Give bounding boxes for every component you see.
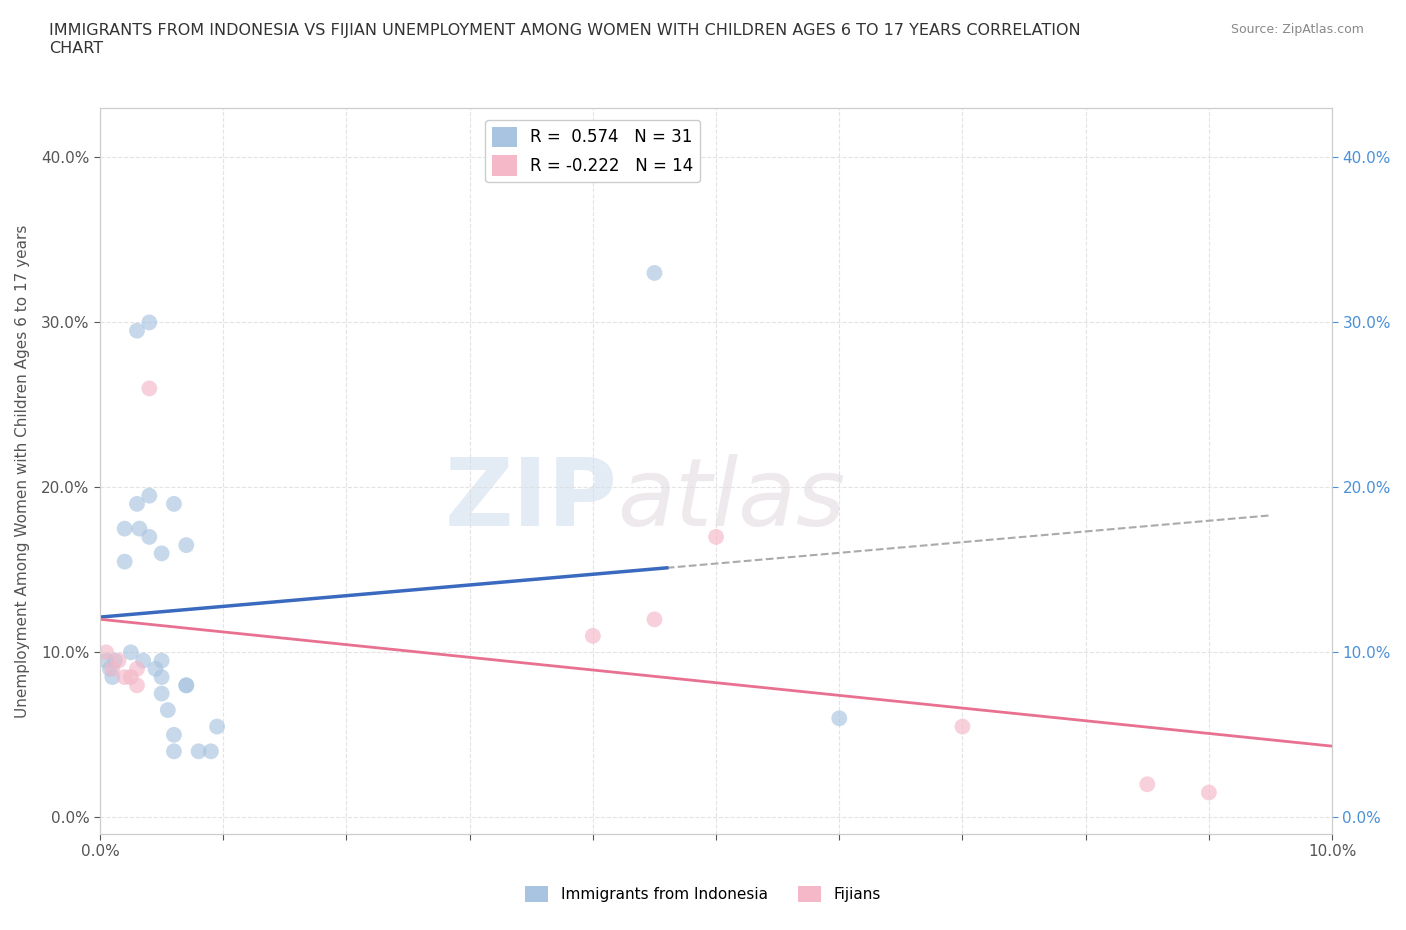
Point xyxy=(200,744,222,759)
Point xyxy=(114,670,136,684)
Point xyxy=(120,644,142,659)
Point xyxy=(114,554,136,569)
Point xyxy=(150,653,173,668)
Point xyxy=(643,612,665,627)
Point xyxy=(150,546,173,561)
Point xyxy=(643,265,665,280)
Point xyxy=(174,538,197,552)
Legend: Immigrants from Indonesia, Fijians: Immigrants from Indonesia, Fijians xyxy=(519,880,887,909)
Point xyxy=(125,497,148,512)
Point xyxy=(828,711,851,725)
Point xyxy=(101,670,124,684)
Point xyxy=(163,744,186,759)
Point xyxy=(114,521,136,536)
Legend: R =  0.574   N = 31, R = -0.222   N = 14: R = 0.574 N = 31, R = -0.222 N = 14 xyxy=(485,120,700,182)
Text: ZIP: ZIP xyxy=(444,454,617,546)
Text: Source: ZipAtlas.com: Source: ZipAtlas.com xyxy=(1230,23,1364,36)
Point xyxy=(138,381,160,396)
Point xyxy=(704,529,727,544)
Point xyxy=(952,719,974,734)
Text: IMMIGRANTS FROM INDONESIA VS FIJIAN UNEMPLOYMENT AMONG WOMEN WITH CHILDREN AGES : IMMIGRANTS FROM INDONESIA VS FIJIAN UNEM… xyxy=(49,23,1081,56)
Point xyxy=(1136,777,1159,791)
Text: atlas: atlas xyxy=(617,455,846,545)
Point xyxy=(582,629,605,644)
Point xyxy=(150,686,173,701)
Point xyxy=(145,661,167,676)
Point xyxy=(205,719,228,734)
Point xyxy=(174,678,197,693)
Point xyxy=(163,727,186,742)
Point xyxy=(138,488,160,503)
Point xyxy=(96,653,118,668)
Point xyxy=(98,661,121,676)
Y-axis label: Unemployment Among Women with Children Ages 6 to 17 years: Unemployment Among Women with Children A… xyxy=(15,224,30,718)
Point xyxy=(138,315,160,330)
Point xyxy=(163,497,186,512)
Point xyxy=(156,703,179,718)
Point xyxy=(174,678,197,693)
Point xyxy=(1198,785,1220,800)
Point xyxy=(107,653,129,668)
Point xyxy=(125,678,148,693)
Point xyxy=(150,670,173,684)
Point xyxy=(128,521,150,536)
Point xyxy=(96,644,118,659)
Point xyxy=(101,661,124,676)
Point xyxy=(138,529,160,544)
Point xyxy=(132,653,155,668)
Point xyxy=(104,653,127,668)
Point xyxy=(125,324,148,339)
Point xyxy=(120,670,142,684)
Point xyxy=(125,661,148,676)
Point xyxy=(187,744,209,759)
